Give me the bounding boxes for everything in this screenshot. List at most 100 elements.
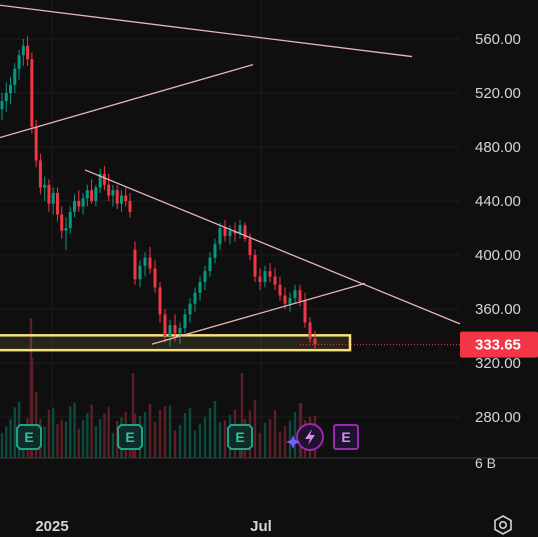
trendline[interactable] [151, 282, 366, 345]
earnings-badge[interactable]: E [333, 424, 359, 450]
x-tick-label: Jul [250, 518, 272, 535]
sparkle-icon [286, 435, 300, 449]
volume-bar [107, 406, 110, 458]
candle-body [258, 276, 262, 282]
y-tick-label: 440.00 [475, 193, 521, 210]
volume-bar [293, 412, 297, 458]
candle-body [228, 230, 232, 237]
candle-body [17, 55, 21, 69]
y-tick-label: 560.00 [475, 31, 521, 48]
candle-body [238, 225, 242, 234]
volume-bar [188, 407, 192, 458]
volume-bar [5, 426, 8, 458]
grid-lines [0, 0, 460, 460]
volume-bar [69, 406, 72, 458]
events-lightning-icon[interactable] [296, 423, 324, 451]
candle-body [183, 314, 187, 328]
candle-body [133, 249, 137, 280]
candle-body [193, 292, 197, 304]
volume-bar [0, 433, 4, 458]
volume-bar [253, 400, 257, 458]
candle-body [203, 271, 207, 282]
earnings-badge-label: E [125, 429, 134, 445]
volume-bar [240, 373, 244, 458]
candle-body [268, 271, 272, 277]
volume-bar [47, 409, 51, 458]
volume-bar [81, 420, 85, 458]
candle-body [248, 238, 252, 255]
volume-bar [60, 420, 63, 458]
candle-body [188, 303, 192, 315]
candle-body [208, 257, 212, 272]
candle-body [138, 265, 142, 280]
candle-body [213, 244, 217, 258]
candle-body [68, 211, 72, 228]
volume-bar [208, 408, 212, 458]
volume-bar [52, 407, 55, 458]
candle-body [273, 276, 277, 285]
candle-body [64, 228, 68, 231]
candle-body [73, 201, 77, 212]
candle-body [223, 228, 227, 237]
candle-body [47, 184, 51, 204]
support-zone-box[interactable] [0, 334, 352, 352]
candle-body [0, 101, 4, 110]
trendlines[interactable] [0, 4, 461, 345]
trendline[interactable] [0, 64, 254, 139]
volume-bar [94, 426, 98, 458]
candle-body [94, 187, 98, 201]
earnings-badge[interactable]: E [227, 424, 253, 450]
candle-body [128, 201, 132, 212]
earnings-badge[interactable]: E [117, 424, 143, 450]
volume-bar [193, 430, 197, 458]
candle-body [30, 59, 34, 127]
candle-body [313, 338, 317, 345]
candle-body [218, 228, 222, 245]
volume-bar [131, 373, 135, 458]
candle-body [13, 68, 17, 85]
trendline[interactable] [0, 4, 413, 58]
candle-body [81, 198, 85, 207]
volume-bar [9, 419, 12, 458]
y-tick-label: 520.00 [475, 85, 521, 102]
candle-body [298, 290, 302, 301]
last-price-tag [460, 331, 538, 358]
candle-body [173, 325, 177, 334]
candle-body [9, 84, 13, 93]
volume-bar [223, 420, 227, 458]
last-price-label: 333.65 [475, 337, 521, 354]
x-tick-label: 2025 [35, 518, 68, 535]
candle-body [253, 255, 257, 277]
volume-bar [13, 407, 16, 458]
candle-body [43, 184, 47, 188]
volume-bar [163, 406, 167, 458]
volume-bar [283, 426, 287, 458]
candle-body [148, 257, 152, 269]
volume-bar [213, 401, 217, 458]
volume-bar [173, 430, 177, 458]
volume-bar [64, 421, 68, 458]
volume-bar [258, 432, 262, 458]
volume-bar [158, 410, 162, 458]
chart-settings-icon[interactable] [494, 515, 512, 535]
volume-bar [183, 413, 187, 458]
volume-bar [218, 422, 222, 458]
earnings-badge[interactable]: E [16, 424, 42, 450]
candle-body [143, 257, 147, 266]
candle-body [283, 295, 287, 304]
candle-body [158, 287, 162, 315]
x-axis: 2025 Jul [35, 518, 272, 535]
trendline[interactable] [84, 169, 461, 325]
candle-body [90, 190, 94, 201]
candle-body [21, 45, 25, 56]
candle-body [293, 290, 297, 299]
volume-bar [30, 358, 34, 458]
volume-bar [77, 428, 80, 458]
y-tick-label: 280.00 [475, 409, 521, 426]
volume-bar [263, 422, 267, 458]
candle-body [51, 192, 55, 204]
volume-bar [111, 432, 115, 458]
candle-body [4, 93, 8, 102]
